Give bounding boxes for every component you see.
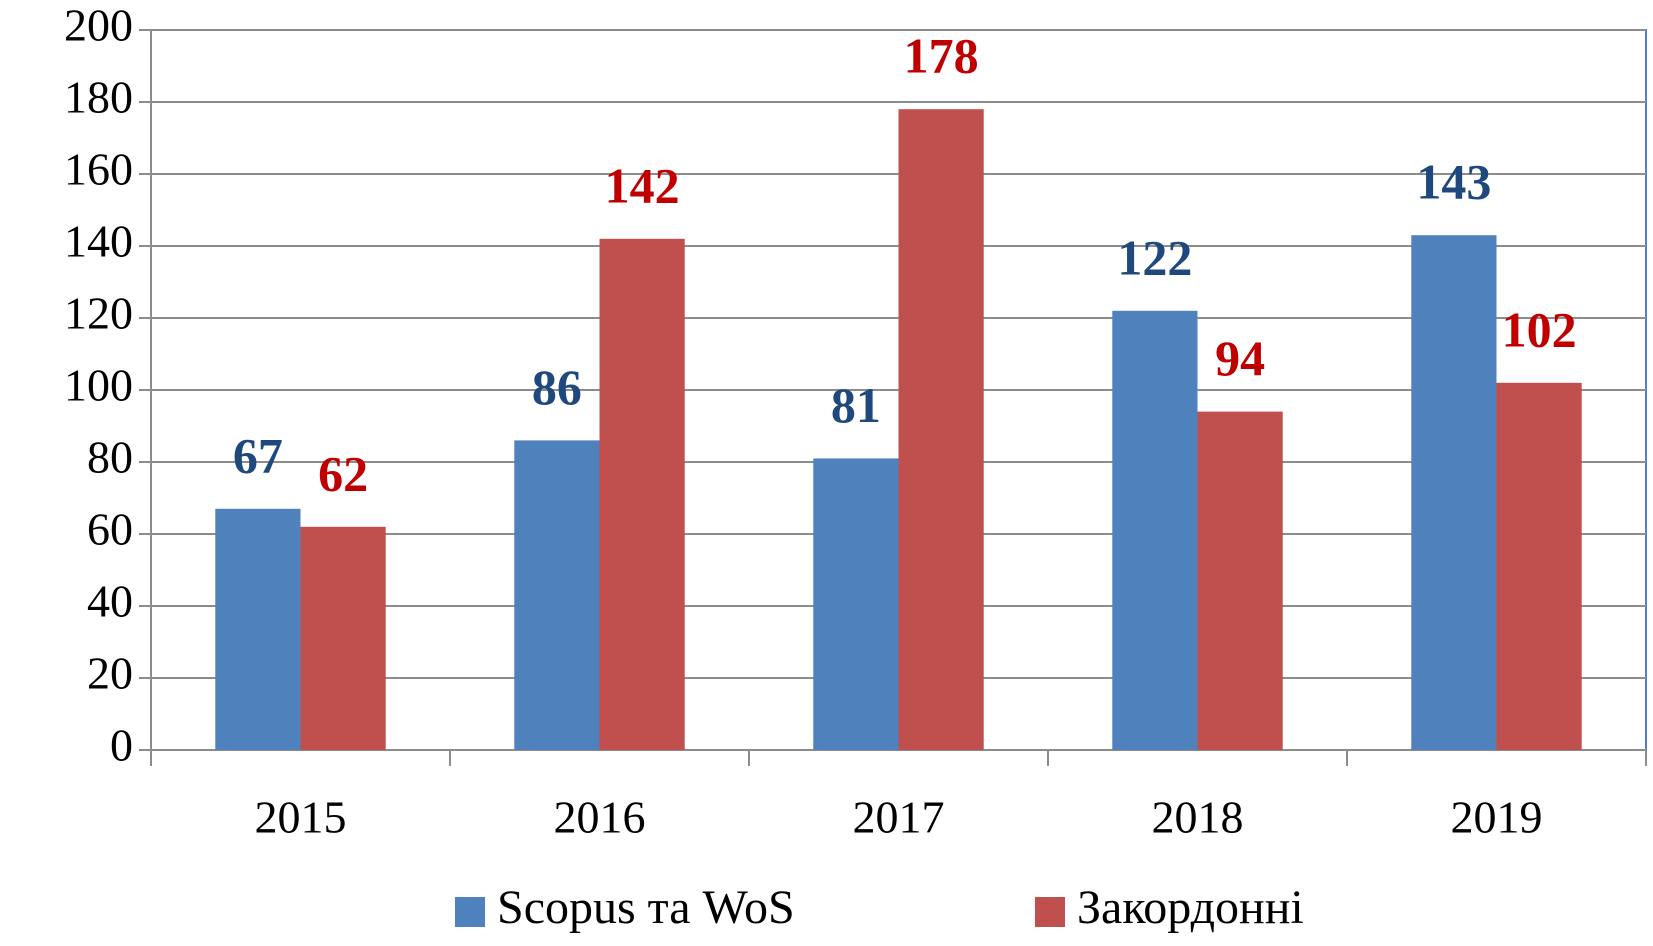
y-tick-label: 140: [64, 216, 133, 267]
value-label: 143: [1416, 154, 1491, 210]
bar: [514, 440, 600, 750]
bar: [898, 109, 984, 750]
legend-label: Закордонні: [1077, 881, 1304, 934]
value-label: 122: [1117, 229, 1192, 285]
x-tick-label: 2019: [1451, 792, 1543, 843]
bar: [1112, 310, 1198, 750]
bar: [599, 238, 685, 751]
legend-label: Scopus та WoS: [497, 881, 795, 934]
bar: [1496, 382, 1582, 750]
value-label: 86: [532, 359, 582, 415]
value-label: 178: [904, 28, 979, 84]
y-tick-label: 100: [64, 360, 133, 411]
y-tick-label: 80: [87, 432, 133, 483]
y-tick-label: 180: [64, 72, 133, 123]
bar: [1197, 411, 1283, 750]
y-tick-label: 20: [87, 648, 133, 699]
x-tick-label: 2018: [1152, 792, 1244, 843]
value-label: 94: [1215, 330, 1265, 386]
x-tick-label: 2017: [853, 792, 945, 843]
bar: [215, 508, 301, 750]
bar: [1411, 235, 1497, 750]
bar: [813, 458, 899, 750]
value-label: 67: [233, 427, 283, 483]
value-label: 62: [318, 445, 368, 501]
x-tick-label: 2015: [255, 792, 347, 843]
y-tick-label: 120: [64, 288, 133, 339]
y-tick-label: 40: [87, 576, 133, 627]
y-tick-label: 60: [87, 504, 133, 555]
value-label: 142: [605, 157, 680, 213]
legend-swatch: [1035, 897, 1065, 927]
value-label: 102: [1502, 301, 1577, 357]
y-tick-label: 160: [64, 144, 133, 195]
value-label: 81: [831, 377, 881, 433]
x-tick-label: 2016: [554, 792, 646, 843]
legend-swatch: [455, 897, 485, 927]
bar: [300, 526, 386, 750]
y-tick-label: 200: [64, 0, 133, 51]
y-tick-label: 0: [110, 720, 133, 771]
